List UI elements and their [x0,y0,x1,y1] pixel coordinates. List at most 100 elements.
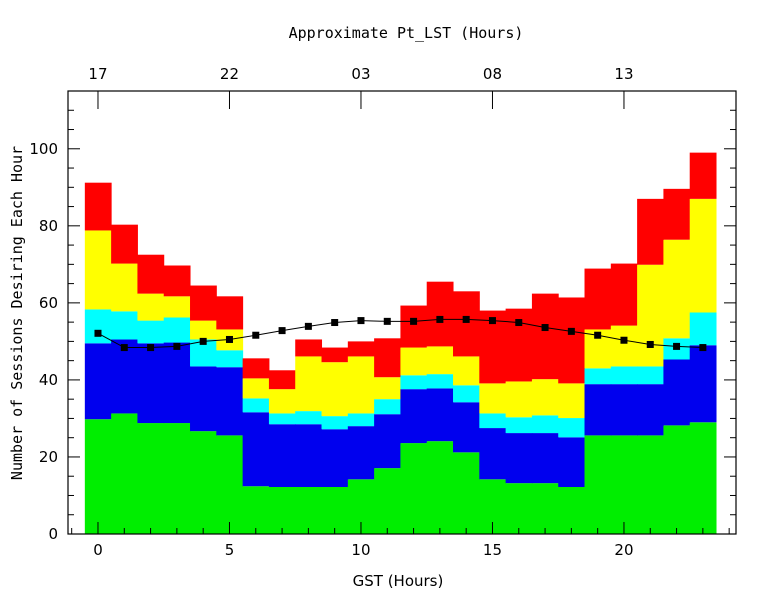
bar-segment [216,350,244,368]
bar-segment [610,435,638,534]
y-tick-label: 80 [39,217,58,235]
y-tick-label: 20 [39,448,58,466]
bar-segment [216,367,244,436]
bar-segment [689,422,717,534]
bar-segment [137,343,165,424]
line-marker [383,317,391,325]
bar-segment [295,339,323,357]
bar-segment [216,296,244,330]
bar-segment [479,413,507,429]
bar-segment [505,433,533,484]
bar-segment [584,435,612,534]
line-marker [541,324,549,332]
bar-segment [663,359,691,426]
bar-segment [137,320,165,344]
top-axis-label: Approximate Pt_LST (Hours) [289,24,524,42]
bar-segment [479,383,507,414]
x-tick-label: 15 [483,541,502,559]
bar-segment [242,486,270,534]
bar-segment [637,366,664,385]
bar-segment [453,291,480,357]
line-marker [436,315,444,323]
line-marker [147,344,155,352]
bar-segment [610,325,638,367]
bar-segment [558,383,586,419]
bar-segment [610,366,638,385]
bar-segment [295,487,323,534]
bar-segment [610,263,638,326]
bar-segment [268,413,296,425]
bar-segment [84,343,112,420]
bar-segment [584,268,612,330]
bar-segment [268,487,296,534]
bar-segment [268,370,296,390]
bar-segment [321,429,349,488]
bar-segment [584,384,612,436]
bar-segment [84,182,112,231]
x-tick-label: 0 [93,541,103,559]
bar-segment [637,435,664,534]
bar-segment [137,254,165,294]
line-marker [278,327,286,335]
bar-segment [295,424,323,488]
bar-segment [558,487,586,534]
bar-segment [137,293,165,321]
bar-segment [163,317,191,343]
line-marker [331,319,339,327]
bar-segment [84,419,112,534]
line-marker [567,327,575,335]
plot-frame [67,90,737,535]
line-marker [646,340,654,348]
line-marker [173,342,181,350]
line-marker [488,317,496,325]
bar-segment [242,378,270,399]
bar-segment [426,374,454,389]
top-tick-label: 17 [88,65,107,83]
y-tick-label: 40 [39,371,58,389]
bar-segment [111,224,138,264]
bar-segment [689,198,717,313]
y-tick-label: 0 [48,525,58,543]
bar-segment [558,297,586,384]
bar-segment [242,358,270,379]
line-marker [699,344,707,352]
top-tick-label: 13 [614,65,633,83]
bar-segment [347,356,375,414]
bar-segment [531,415,559,434]
bar-segment [190,366,217,432]
bar-segment [190,285,217,321]
bar-segment [453,385,480,403]
bar-segment [453,402,480,453]
bar-segment [321,347,349,363]
line-marker [673,342,681,350]
line-layer [94,315,707,352]
bar-segment [137,423,165,534]
bar-segment [347,426,375,480]
line-marker [462,315,470,323]
bar-segment [531,379,559,416]
line-marker [120,344,128,352]
y-tick-label: 60 [39,294,58,312]
bar-segment [663,239,691,339]
bar-segment [374,338,401,378]
bar-segment [190,431,217,534]
bar-segment [400,305,428,348]
bar-segment [531,293,559,380]
line-marker [304,322,312,330]
bar-segment [111,413,138,534]
line-marker [357,317,365,325]
bar-segment [374,468,401,534]
bar-segment [216,435,244,534]
bar-segment [400,389,428,444]
bar-segment [531,433,559,484]
bar-segment [400,443,428,534]
bar-segment [242,412,270,487]
bar-segment [610,384,638,436]
x-axis-label: GST (Hours) [353,572,444,590]
line-series [97,318,703,349]
bar-segment [558,418,586,438]
bar-segment [347,341,375,357]
top-tick-label: 03 [351,65,370,83]
bar-segment [505,483,533,534]
bar-segment [321,362,349,417]
